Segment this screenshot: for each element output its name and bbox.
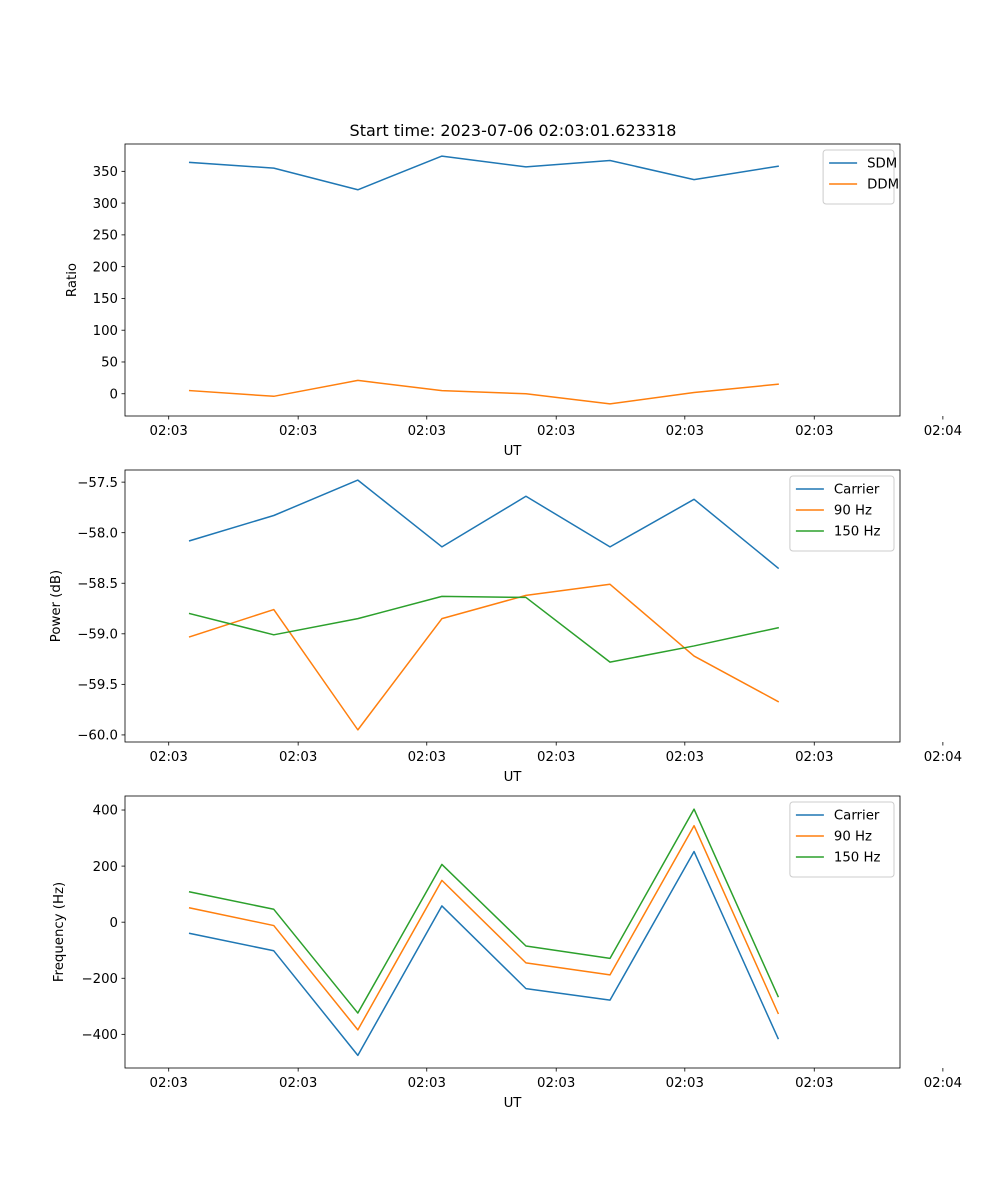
x-tick-label: 02:04 <box>924 424 962 439</box>
y-tick-label: 200 <box>93 260 118 275</box>
y-tick-label: 400 <box>93 804 118 819</box>
chart-panel-1: 02:03 02:03 02:03 02:03 02:03 02:03 02:04 0 50 10… <box>65 143 962 459</box>
y-tick-label: 150 <box>93 292 118 307</box>
y-axis-label: Power (dB) <box>49 570 64 642</box>
x-tick-label: 02:03 <box>150 750 188 765</box>
legend-label: Carrier <box>834 809 880 824</box>
series-line-90-hz <box>188 824 780 1031</box>
x-tick-label: 02:03 <box>279 750 317 765</box>
series-line-carrier <box>188 850 780 1057</box>
x-tick-label: 02:03 <box>666 424 704 439</box>
legend-label: Carrier <box>834 483 880 498</box>
x-tick-label: 02:04 <box>924 750 962 765</box>
chart-title: Start time: 2023-07-06 02:03:01.623318 <box>350 121 677 140</box>
legend-label: 150 Hz <box>834 851 881 866</box>
chart-panel-3: 02:03 02:03 02:03 02:03 02:03 02:03 02:04 −400 −… <box>52 795 962 1111</box>
y-tick-label: 300 <box>93 197 118 212</box>
series-line-90-hz <box>188 583 780 731</box>
y-tick-label: 350 <box>93 165 118 180</box>
x-tick-label: 02:03 <box>795 1076 833 1091</box>
y-tick-label: −60.0 <box>77 729 118 744</box>
y-tick-label: −58.0 <box>77 526 118 541</box>
chart-panel-2: 02:03 02:03 02:03 02:03 02:03 02:03 02:04 −60.0… <box>49 469 962 785</box>
y-tick-label: 0 <box>110 387 118 402</box>
plot-area-frame <box>124 795 901 1069</box>
plot-area-frame <box>124 143 901 417</box>
series-line-150-hz <box>188 595 780 663</box>
x-tick-label: 02:03 <box>408 1076 446 1091</box>
x-tick-label: 02:03 <box>279 1076 317 1091</box>
y-tick-label: 250 <box>93 229 118 244</box>
legend: Carrier 90 Hz 150 Hz <box>789 475 895 552</box>
y-axis-label: Frequency (Hz) <box>52 882 67 982</box>
legend-label: 150 Hz <box>834 525 881 540</box>
legend-label: SDM <box>867 157 897 172</box>
series-line-sdm <box>188 155 779 191</box>
x-tick-label: 02:03 <box>666 1076 704 1091</box>
x-tick-label: 02:03 <box>279 424 317 439</box>
x-tick-label: 02:03 <box>537 424 575 439</box>
legend-box <box>789 475 895 552</box>
x-tick-label: 02:03 <box>150 1076 188 1091</box>
x-tick-label: 02:03 <box>537 750 575 765</box>
y-tick-label: −57.5 <box>77 476 118 491</box>
y-tick-label: −59.5 <box>77 678 118 693</box>
legend-label: 90 Hz <box>834 504 872 519</box>
x-tick-label: 02:04 <box>924 1076 962 1091</box>
x-axis-label: UT <box>504 444 523 459</box>
y-tick-label: −58.5 <box>77 577 118 592</box>
x-tick-label: 02:03 <box>408 750 446 765</box>
x-axis-label: UT <box>504 1096 523 1111</box>
y-tick-label: −59.0 <box>77 628 118 643</box>
x-tick-label: 02:03 <box>150 424 188 439</box>
x-tick-label: 02:03 <box>795 750 833 765</box>
x-tick-label: 02:03 <box>408 424 446 439</box>
series-line-carrier <box>188 479 780 570</box>
x-tick-label: 02:03 <box>666 750 704 765</box>
y-tick-label: 200 <box>93 860 118 875</box>
series-line-ddm <box>188 379 779 405</box>
x-tick-label: 02:03 <box>795 424 833 439</box>
y-axis-label: Ratio <box>65 263 80 297</box>
legend: Carrier 90 Hz 150 Hz <box>789 801 895 878</box>
legend-label: 90 Hz <box>834 830 872 845</box>
legend: SDM DDM <box>822 149 899 205</box>
series-line-150-hz <box>188 808 780 1014</box>
y-tick-label: 50 <box>101 356 118 371</box>
y-tick-label: 0 <box>110 916 118 931</box>
legend-box <box>789 801 895 878</box>
y-tick-label: −400 <box>81 1028 118 1043</box>
y-tick-label: 100 <box>93 324 118 339</box>
x-axis-label: UT <box>504 770 523 785</box>
legend-label: DDM <box>867 178 899 193</box>
y-tick-label: −200 <box>81 972 118 987</box>
plot-area-frame <box>124 469 901 743</box>
charts-container: 02:03 02:03 02:03 02:03 02:03 02:03 02:04 0 50 10… <box>49 143 962 1111</box>
x-tick-label: 02:03 <box>537 1076 575 1091</box>
